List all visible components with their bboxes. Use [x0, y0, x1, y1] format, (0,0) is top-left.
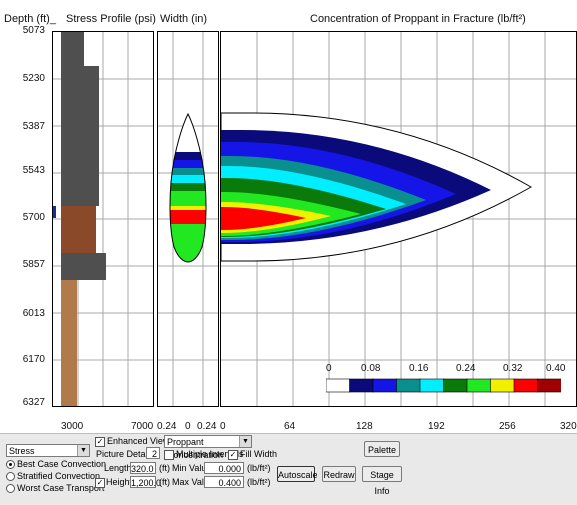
sandstone-layer [61, 206, 96, 253]
lower-sand-layer [61, 280, 77, 406]
width-header: Width (in) [160, 13, 208, 25]
multiple-intervals-checkbox[interactable] [164, 450, 174, 460]
max-value-unit: (lb/ft²) [247, 477, 271, 487]
legend-swatch [419, 378, 445, 393]
band-red [221, 207, 306, 230]
multiple-intervals-label: Multiple Intervals [176, 449, 244, 459]
legend-label: 0.24 [456, 363, 476, 374]
legend-swatch [396, 378, 421, 393]
length-unit: (ft) [159, 463, 170, 473]
conc-tick-label: 64 [284, 421, 296, 432]
max-value-label: Max Value [172, 477, 214, 487]
control-toolbar: Stress ▼ Best Case Convection Stratified… [0, 433, 577, 505]
legend-label: 0.32 [503, 363, 523, 374]
worst-case-label: Worst Case Transport [17, 483, 105, 493]
depth-label: 5543 [22, 165, 45, 176]
layer-property-value: Stress [9, 446, 35, 456]
shale-layer-upper [61, 32, 84, 66]
legend-label: 0.16 [409, 363, 429, 374]
stress-tick-label: 7000 [131, 421, 154, 432]
legend-label: 0.08 [361, 363, 381, 374]
height-field[interactable]: 1,200.0 [130, 476, 162, 488]
conc-tick-label: 192 [428, 421, 445, 432]
enhanced-view-checkbox[interactable]: ✓ [95, 437, 105, 447]
redraw-button[interactable]: Redraw [322, 466, 356, 482]
best-case-label: Best Case Convection [17, 459, 107, 469]
conc-tick-label: 128 [356, 421, 373, 432]
legend-swatch [443, 378, 468, 393]
best-case-radio[interactable] [6, 460, 15, 469]
legend-label: 0 [326, 363, 332, 374]
picture-details-label: Picture Details [96, 449, 155, 459]
legend-label: 0.40 [546, 363, 566, 374]
perforation-marker [53, 206, 56, 218]
color-scale-bar [326, 378, 561, 393]
min-value-label: Min Value [172, 463, 212, 473]
plot-type-dropdown[interactable]: Proppant Concentration ▼ [164, 435, 252, 460]
depth-label: 5073 [22, 25, 45, 36]
stratified-label: Stratified Convection [17, 471, 101, 481]
shale-layer-lower [61, 253, 106, 280]
enhanced-view-label: Enhanced View [107, 436, 170, 446]
picture-details-field[interactable]: 2 [146, 447, 160, 459]
min-value-unit: (lb/ft²) [247, 463, 271, 473]
depth-label: 6013 [22, 308, 45, 319]
stress-profile-plot [53, 32, 153, 406]
chevron-down-icon[interactable]: ▼ [239, 436, 251, 447]
legend-swatch [513, 378, 539, 393]
legend-swatch [349, 378, 374, 393]
legend-swatch [372, 378, 398, 393]
stress-profile-panel [52, 31, 154, 407]
conc-tick-label: 320 [560, 421, 577, 432]
proppant-concentration-panel: 0 0.08 0.16 0.24 0.32 0.40 [220, 31, 577, 407]
height-unit: (ft) [159, 477, 170, 487]
depth-label: 5387 [22, 121, 45, 132]
width-tick-label: 0.24 [157, 421, 177, 432]
depth-label: 5700 [22, 212, 45, 223]
autoscale-button[interactable]: Autoscale [277, 466, 318, 482]
height-label: Height [106, 477, 133, 487]
length-label: Length [104, 463, 132, 473]
length-field[interactable]: 320.0 [130, 462, 156, 474]
depth-axis-header: Depth (ft)_ [4, 13, 56, 25]
layer-property-dropdown[interactable]: Stress ▼ [6, 444, 90, 457]
width-tick-label: 0 [185, 421, 191, 432]
depth-label: 5230 [22, 73, 45, 84]
depth-label: 5857 [22, 259, 45, 270]
legend-swatch [326, 378, 351, 393]
plot-type-value: Proppant Concentration [167, 437, 224, 460]
stratified-radio[interactable] [6, 472, 15, 481]
min-value-field[interactable]: 0.000 [204, 462, 244, 474]
color-scale-legend: 0 0.08 0.16 0.24 0.32 0.40 [326, 363, 565, 394]
height-checkbox[interactable]: ✓ [95, 478, 105, 488]
chevron-down-icon[interactable]: ▼ [77, 445, 89, 456]
max-value-field[interactable]: 0.400 [204, 476, 244, 488]
conc-tick-label: 256 [499, 421, 516, 432]
proppant-concentration-plot [221, 32, 576, 406]
width-tick-label: 0.24 [197, 421, 217, 432]
legend-swatch [490, 378, 515, 393]
width-profile-outline [169, 112, 207, 263]
stress-tick-label: 3000 [61, 421, 84, 432]
fill-width-label: Fill Width [240, 449, 278, 459]
conc-tick-label: 0 [220, 421, 226, 432]
palette-button[interactable]: Palette [364, 441, 400, 457]
worst-case-radio[interactable] [6, 484, 15, 493]
legend-swatch [466, 378, 492, 393]
fill-width-checkbox[interactable]: ✓ [228, 450, 238, 460]
stage-info-button[interactable]: Stage Info [362, 466, 402, 496]
legend-swatch [537, 378, 561, 393]
depth-label: 6327 [22, 397, 45, 408]
depth-label: 6170 [22, 354, 45, 365]
concentration-header: Concentration of Proppant in Fracture (l… [310, 13, 526, 25]
stress-profile-header: Stress Profile (psi) [66, 13, 156, 25]
width-profile-plot [158, 32, 218, 406]
shale-layer-upper-b [61, 66, 99, 206]
width-profile-panel [157, 31, 219, 407]
